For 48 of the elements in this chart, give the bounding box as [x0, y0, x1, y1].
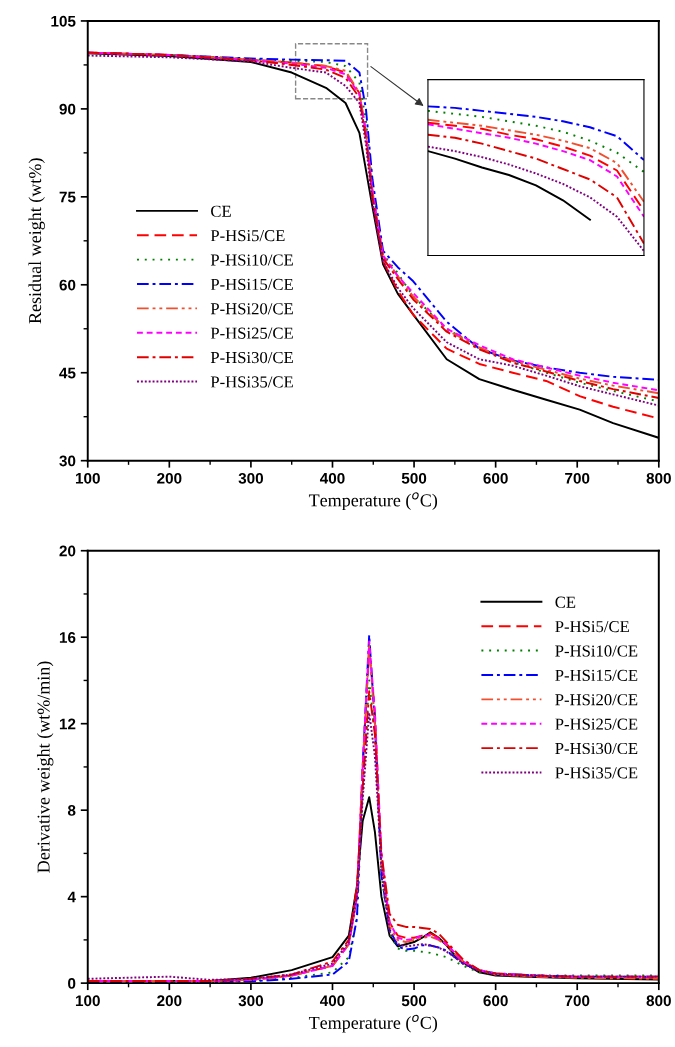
- x-tick-label: 300: [238, 472, 264, 484]
- y-tick-label: 105: [51, 15, 76, 27]
- y-tick-label: 0: [68, 978, 76, 989]
- legend-label: P-HSi35/CE: [555, 767, 638, 779]
- x-tick-label: 400: [319, 472, 345, 484]
- x-tick-label: 100: [75, 995, 100, 1007]
- x-tick-label: 200: [157, 472, 182, 484]
- x-tick-label: 100: [75, 472, 100, 484]
- y-axis-title: Derivative weight (wt%/min): [36, 661, 54, 873]
- x-tick-label: 800: [646, 995, 671, 1007]
- legend-label: P-HSi30/CE: [210, 351, 293, 364]
- legend-label: P-HSi25/CE: [210, 327, 293, 339]
- y-tick-label: 12: [59, 718, 76, 730]
- x-tick-label: 800: [646, 472, 671, 484]
- legend-label: CE: [211, 205, 231, 217]
- y-tick-label: 8: [67, 805, 76, 816]
- y-tick-label: 45: [59, 367, 76, 379]
- legend-label: P-HSi5/CE: [210, 230, 285, 242]
- legend-label: P-HSi5/CE: [555, 621, 629, 633]
- y-tick-label: 16: [59, 632, 76, 643]
- x-tick-label: 400: [319, 995, 345, 1007]
- x-axis-title: Temperature ($^{o}$C): [308, 1014, 438, 1033]
- x-tick-label: 300: [238, 995, 264, 1007]
- x-axis-title: Temperature ($^{o}$C): [308, 492, 438, 511]
- legend-label: P-HSi20/CE: [555, 694, 638, 706]
- legend-label: P-HSi15/CE: [210, 278, 293, 291]
- y-tick-label: 60: [59, 279, 76, 291]
- x-tick-label: 200: [157, 995, 182, 1007]
- y-tick-label: 4: [67, 891, 76, 903]
- x-tick-label: 600: [483, 472, 508, 484]
- legend-label: P-HSi35/CE: [210, 376, 293, 388]
- legend-label: P-HSi15/CE: [555, 669, 638, 681]
- x-tick-label: 700: [565, 995, 590, 1007]
- legend-label: P-HSi25/CE: [555, 718, 638, 730]
- legend-label: P-HSi10/CE: [210, 254, 293, 266]
- x-tick-label: 500: [401, 995, 427, 1007]
- legend-label: P-HSi30/CE: [555, 742, 638, 755]
- x-tick-label: 700: [565, 472, 590, 484]
- y-tick-label: 90: [59, 103, 76, 115]
- legend-label: CE: [555, 596, 576, 608]
- y-tick-label: 75: [59, 191, 76, 203]
- legend-label: P-HSi10/CE: [555, 645, 638, 657]
- x-tick-label: 600: [483, 995, 508, 1007]
- y-tick-label: 20: [59, 545, 76, 557]
- x-tick-label: 500: [401, 472, 427, 484]
- y-tick-label: 30: [59, 455, 76, 467]
- y-axis-title: Residual weight (wt%): [28, 158, 45, 324]
- legend-label: P-HSi20/CE: [210, 303, 293, 315]
